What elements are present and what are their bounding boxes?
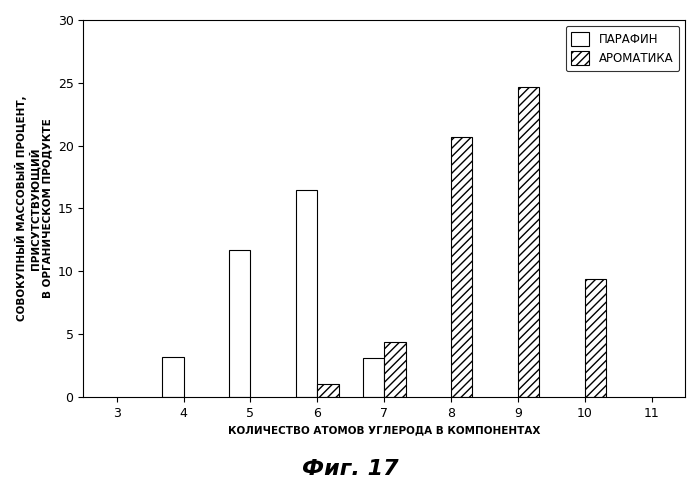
Text: Фиг. 17: Фиг. 17 bbox=[302, 459, 398, 479]
Bar bbox=[229, 250, 251, 397]
Bar bbox=[162, 357, 183, 397]
Y-axis label: СОВОКУПНЫЙ МАССОВЫЙ ПРОЦЕНТ,
ПРИСУТСТВУЮЩИЙ
В ОРГАНИЧЕСКОМ ПРОДУКТЕ: СОВОКУПНЫЙ МАССОВЫЙ ПРОЦЕНТ, ПРИСУТСТВУЮ… bbox=[15, 96, 52, 321]
Bar bbox=[518, 87, 539, 397]
Bar bbox=[451, 137, 473, 397]
Bar bbox=[584, 279, 606, 397]
X-axis label: КОЛИЧЕСТВО АТОМОВ УГЛЕРОДА В КОМПОНЕНТАХ: КОЛИЧЕСТВО АТОМОВ УГЛЕРОДА В КОМПОНЕНТАХ bbox=[228, 425, 540, 435]
Bar bbox=[363, 358, 384, 397]
Bar bbox=[317, 384, 339, 397]
Legend: ПАРАФИН, АРОМАТИКА: ПАРАФИН, АРОМАТИКА bbox=[566, 26, 679, 71]
Bar bbox=[296, 190, 317, 397]
Bar bbox=[384, 342, 405, 397]
